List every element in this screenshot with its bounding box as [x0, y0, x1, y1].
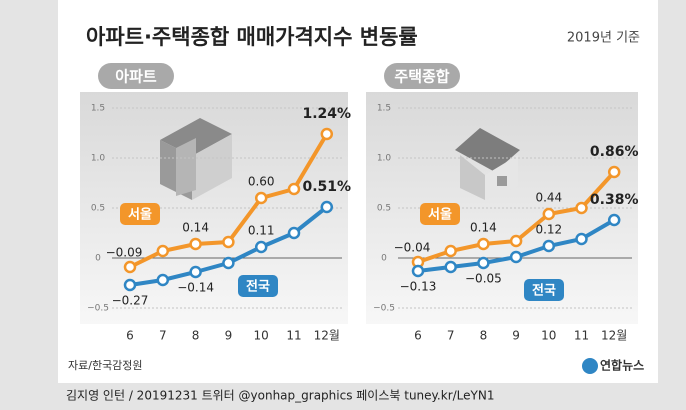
data-label: 0.12 — [535, 223, 562, 237]
point — [477, 256, 490, 270]
panel-tab — [98, 63, 174, 89]
y-tick-label: 0.5 — [377, 204, 391, 214]
data-label: 0.11 — [248, 224, 275, 238]
data-label: 0.14 — [182, 221, 209, 235]
x-tick-label: 12월 — [601, 329, 627, 343]
x-tick-label: 10 — [541, 329, 556, 343]
legend-label: 서울 — [428, 207, 452, 223]
point — [444, 260, 457, 274]
x-tick-label: 8 — [192, 329, 200, 343]
x-tick-label: 12월 — [314, 329, 340, 343]
x-tick-label: 6 — [126, 329, 134, 343]
point — [123, 278, 137, 292]
legend-label: 서울 — [128, 207, 152, 223]
point — [542, 239, 556, 253]
data-label: −0.04 — [394, 241, 431, 255]
y-tick-label: −0.5 — [87, 304, 109, 314]
chart-title: 주택종합 — [394, 68, 449, 86]
point — [254, 191, 268, 205]
y-tick-label: 1.5 — [377, 104, 391, 114]
series-tag — [524, 279, 564, 301]
legend-label: 전국 — [246, 279, 270, 295]
data-label: −0.09 — [106, 246, 143, 260]
point — [575, 232, 588, 246]
point — [509, 234, 523, 248]
legend-label: 전국 — [532, 283, 556, 299]
data-label: −0.13 — [400, 280, 437, 294]
point — [575, 201, 588, 215]
y-tick-label: 0.5 — [91, 204, 105, 214]
x-tick-label: 7 — [447, 329, 455, 343]
point — [222, 235, 235, 249]
point — [156, 273, 170, 287]
x-tick-label: 9 — [512, 329, 520, 343]
y-tick-label: 0 — [381, 254, 387, 264]
data-label: 0.86% — [590, 144, 639, 160]
x-tick-label: 8 — [480, 329, 488, 343]
data-label: 0.60 — [248, 175, 275, 189]
y-tick-label: 1.0 — [91, 154, 106, 164]
title: 아파트·주택종합 매매가격지수 변동률 — [86, 25, 418, 49]
series-tag — [120, 203, 160, 225]
point — [542, 207, 556, 221]
y-tick-label: 1.5 — [91, 104, 105, 114]
data-label: −0.14 — [177, 281, 214, 295]
data-label: 0.14 — [470, 221, 497, 235]
chart-title: 아파트 — [115, 68, 157, 86]
x-tick-label: 10 — [254, 329, 269, 343]
point — [189, 265, 202, 279]
y-tick-label: 0 — [95, 254, 101, 264]
y-tick-label: 1.0 — [377, 154, 392, 164]
x-tick-label: 6 — [414, 329, 422, 343]
point — [123, 260, 137, 274]
point — [320, 200, 334, 214]
series-tag — [238, 275, 278, 297]
data-label: 0.38% — [590, 192, 639, 208]
logo: 연합뉴스 — [600, 358, 644, 373]
series-tag — [420, 203, 460, 225]
point — [287, 182, 301, 196]
credit: 김지영 인턴 / 20191231 트위터 @yonhap_graphics 페… — [66, 389, 494, 403]
x-tick-label: 11 — [574, 329, 589, 343]
point — [287, 226, 301, 240]
apartment-icon — [160, 118, 232, 200]
point — [444, 244, 457, 258]
data-label: −0.27 — [112, 294, 149, 308]
data-label: 1.24% — [303, 106, 352, 122]
data-label: −0.05 — [465, 272, 502, 286]
point — [411, 264, 425, 278]
point — [320, 127, 334, 141]
x-tick-label: 9 — [225, 329, 233, 343]
data-label: 0.44 — [535, 191, 562, 205]
x-tick-label: 7 — [159, 329, 167, 343]
panel-tab — [384, 63, 460, 89]
point — [509, 250, 523, 264]
source: 자료/한국감정원 — [68, 359, 143, 372]
point — [156, 244, 170, 258]
point — [607, 165, 621, 179]
point — [222, 256, 235, 270]
point — [254, 240, 268, 254]
logo-mark — [582, 358, 598, 374]
house-icon — [455, 128, 520, 200]
y-tick-label: −0.5 — [373, 304, 395, 314]
x-tick-label: 11 — [286, 329, 301, 343]
point — [189, 237, 202, 251]
point — [477, 237, 490, 251]
data-label: 0.51% — [303, 179, 352, 195]
subtitle: 2019년 기준 — [567, 31, 640, 46]
point — [607, 213, 621, 227]
